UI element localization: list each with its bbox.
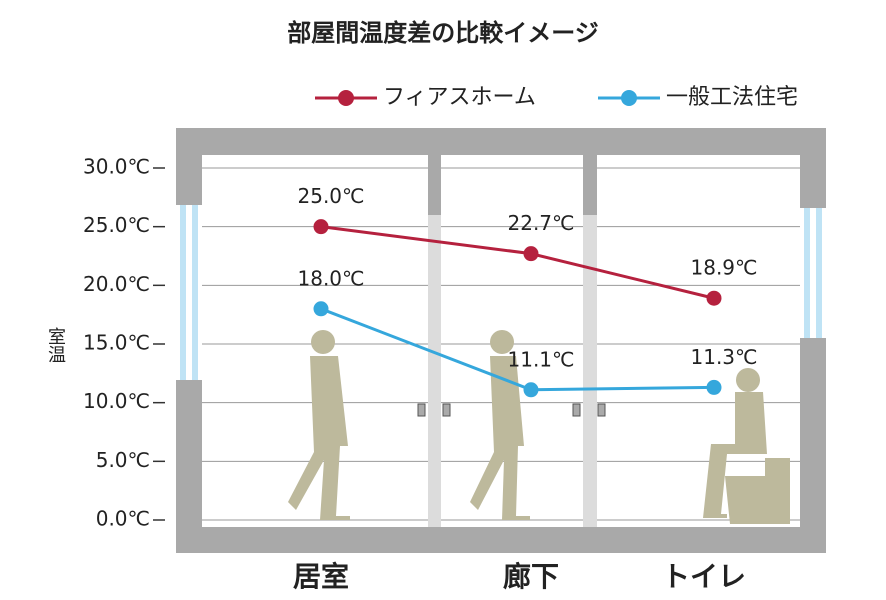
y-tick-label: 25.0℃ [83, 213, 150, 237]
data-label: 11.1℃ [508, 347, 575, 371]
y-tick-label: 0.0℃ [96, 507, 150, 531]
data-point [523, 382, 539, 398]
legend-label: 一般工法住宅 [666, 85, 798, 110]
data-point [313, 219, 329, 235]
y-axis-label: 室温 [45, 327, 66, 363]
data-point [706, 290, 722, 306]
chart-title: 部屋間温度差の比較イメージ [287, 19, 599, 47]
data-label: 18.9℃ [691, 256, 758, 280]
window-pane [816, 208, 822, 338]
window-pane [192, 205, 198, 380]
data-label: 11.3℃ [691, 345, 758, 369]
y-tick-label: 10.0℃ [83, 389, 150, 413]
data-point [523, 246, 539, 262]
legend-marker [621, 90, 637, 106]
y-tick-label: 30.0℃ [83, 155, 150, 179]
partition-top [583, 155, 597, 215]
data-label: 22.7℃ [508, 211, 575, 235]
partition-top [428, 155, 441, 215]
y-tick-label: 5.0℃ [96, 448, 150, 472]
window-pane [804, 208, 810, 338]
partition [428, 155, 441, 527]
door-handles [417, 403, 606, 417]
window-right [800, 208, 826, 338]
data-point [313, 301, 329, 317]
y-tick-label: 15.0℃ [83, 331, 150, 355]
silhouettes [288, 330, 790, 524]
window-pane [180, 205, 186, 380]
x-tick-label: トイレ [662, 560, 746, 593]
x-tick-label: 居室 [293, 560, 349, 593]
data-label: 18.0℃ [298, 266, 365, 290]
data-point [706, 379, 722, 395]
data-label: 25.0℃ [298, 184, 365, 208]
legend-label: フィアスホーム [383, 85, 536, 110]
partition [583, 155, 597, 527]
y-tick-label: 20.0℃ [83, 272, 150, 296]
legend-marker [338, 90, 354, 106]
window-left [176, 205, 202, 380]
x-tick-label: 廊下 [503, 560, 559, 593]
